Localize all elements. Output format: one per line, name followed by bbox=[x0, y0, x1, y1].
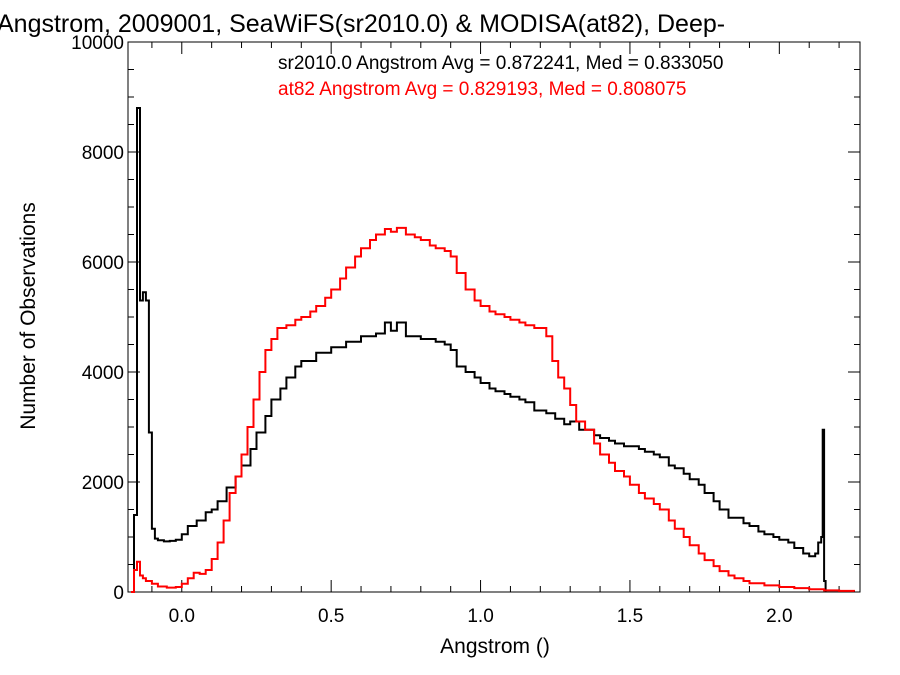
y-axis-label: Number of Observations bbox=[17, 202, 40, 430]
x-tick-label: 0.5 bbox=[318, 606, 344, 627]
y-tick-label: 6000 bbox=[82, 253, 124, 274]
plot-area: 0.0 0.5 1.0 1.5 2.0 0 2000 4000 6000 8000 10000 bbox=[71, 33, 861, 627]
chart-title: Angstrom, 2009001, SeaWiFS(sr2010.0) & M… bbox=[0, 10, 725, 38]
y-tick-label: 8000 bbox=[82, 143, 124, 164]
plot-frame bbox=[127, 41, 861, 593]
x-tick-label: 0.0 bbox=[169, 606, 195, 627]
x-tick-label: 2.0 bbox=[766, 606, 792, 627]
y-tick-label: 2000 bbox=[82, 473, 124, 494]
series-line-sr2010-0 bbox=[131, 107, 827, 593]
y-tick-label: 4000 bbox=[82, 363, 124, 384]
y-tick-label: 10000 bbox=[71, 33, 124, 54]
legend-annotation-sr2010: sr2010.0 Angstrom Avg = 0.872241, Med = … bbox=[278, 53, 723, 74]
x-axis-label: Angstrom () bbox=[440, 635, 550, 658]
series-line-at82 bbox=[131, 226, 855, 593]
x-tick-label: 1.0 bbox=[467, 606, 493, 627]
x-tick-label: 1.5 bbox=[617, 606, 643, 627]
legend-annotation-at82: at82 Angstrom Avg = 0.829193, Med = 0.80… bbox=[278, 79, 686, 100]
y-tick-label: 0 bbox=[113, 583, 124, 604]
